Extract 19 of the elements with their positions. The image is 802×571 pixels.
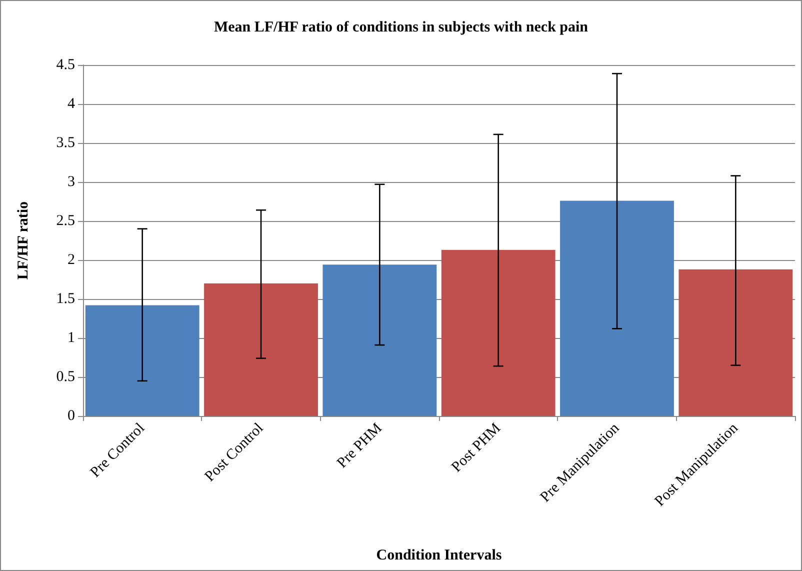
y-tick-label: 1 bbox=[68, 330, 75, 346]
y-tick-label: 2.5 bbox=[56, 213, 75, 229]
x-axis-title: Condition Intervals bbox=[376, 548, 502, 564]
y-tick-label: 3 bbox=[68, 174, 75, 190]
y-axis-title: LF/HF ratio bbox=[16, 201, 32, 280]
bar bbox=[85, 305, 200, 416]
bar bbox=[678, 269, 793, 416]
bar bbox=[441, 250, 556, 416]
y-tick-label: 0.5 bbox=[56, 369, 75, 385]
y-tick-label: 4.5 bbox=[56, 57, 75, 73]
y-tick-label: 3.5 bbox=[56, 135, 75, 151]
y-tick-label: 1.5 bbox=[56, 291, 75, 307]
y-tick-label: 0 bbox=[68, 408, 75, 424]
bar bbox=[560, 200, 674, 416]
y-tick-label: 2 bbox=[68, 252, 75, 268]
y-tick-label: 4 bbox=[68, 96, 76, 112]
chart-title: Mean LF/HF ratio of conditions in subjects with neck pain bbox=[214, 20, 589, 36]
bar bbox=[204, 283, 318, 416]
bar bbox=[322, 264, 437, 416]
